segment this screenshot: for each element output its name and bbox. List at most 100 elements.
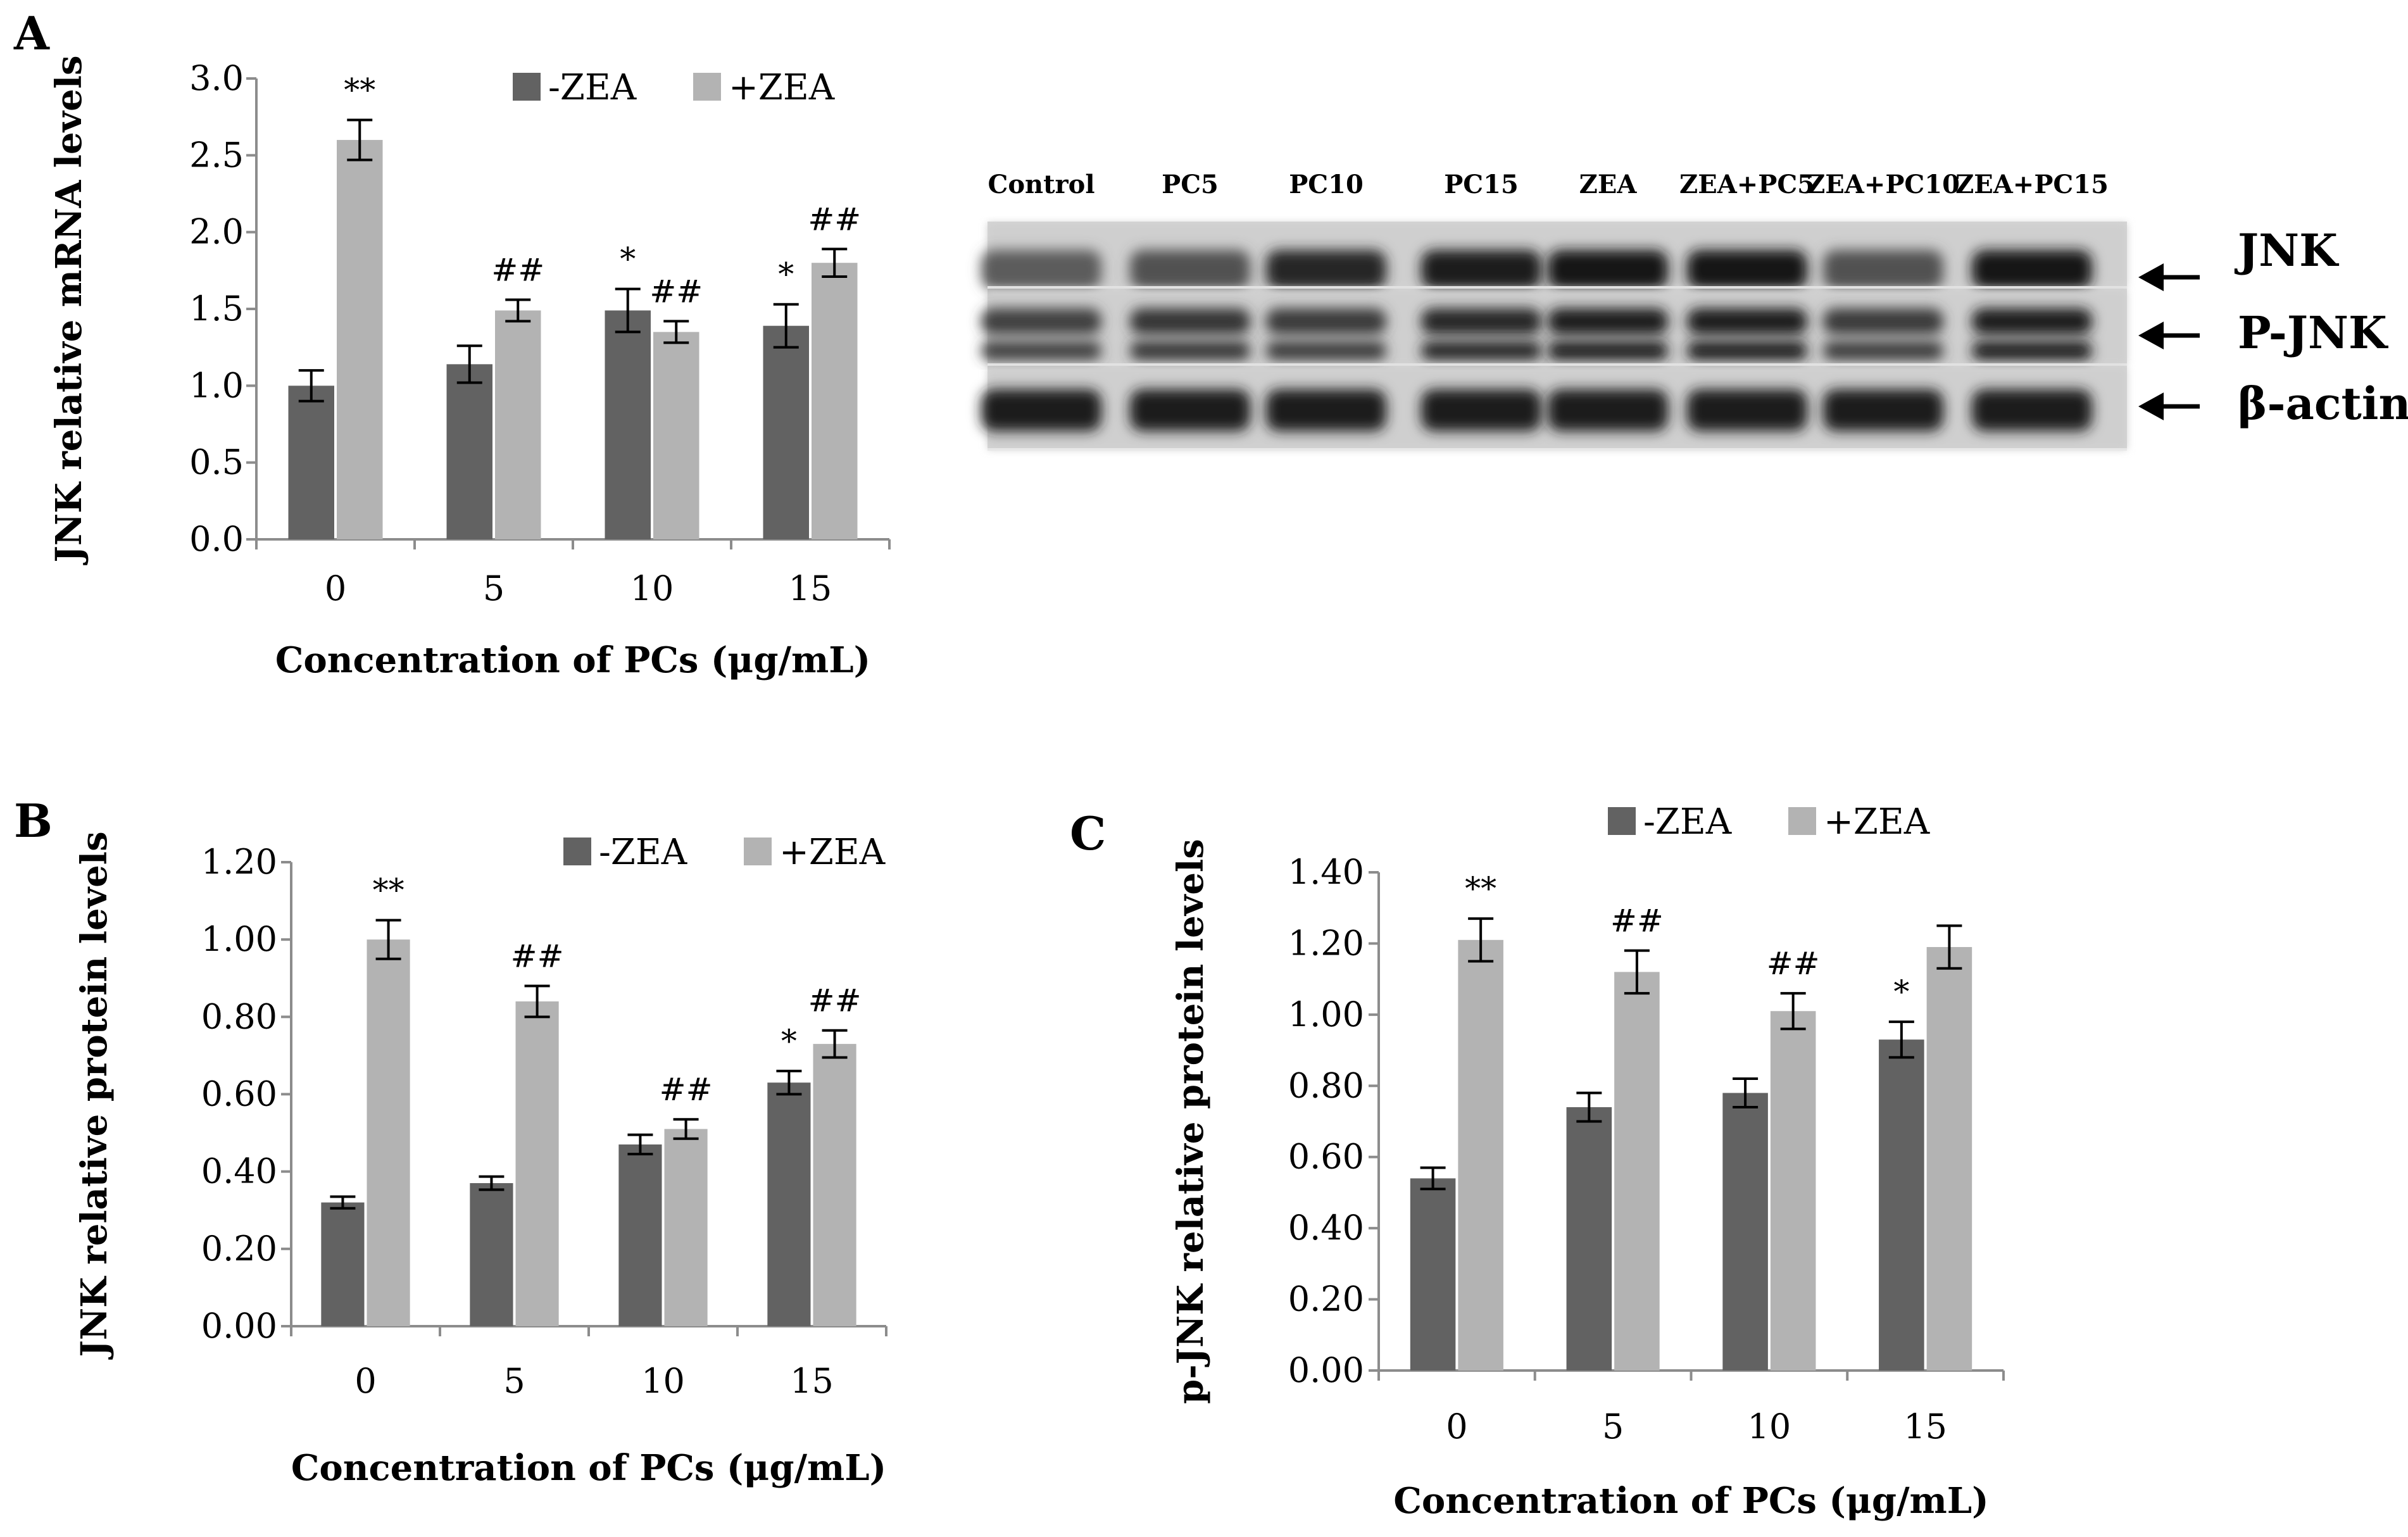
blot-lane-label: PC5 (1162, 170, 1219, 199)
x-tick-label: 15 (789, 568, 832, 608)
y-tick-label: 1.00 (201, 919, 277, 959)
blot-band (1266, 308, 1386, 335)
bar-plus-zea (653, 332, 699, 539)
legend-swatch (513, 73, 541, 101)
blot-band (1266, 250, 1386, 289)
chart-b: 0.000.200.400.600.801.001.200 5 10 15***###… (73, 831, 887, 1489)
legend-swatch (1608, 807, 1636, 835)
blot-band (1266, 389, 1386, 431)
x-tick-label: 0 (1446, 1407, 1467, 1446)
bar-plus-zea (664, 1129, 708, 1326)
significance-label: ** (1465, 870, 1496, 907)
legend-swatch (1788, 807, 1816, 835)
blot-band (1972, 341, 2092, 360)
bar-minus-zea (321, 1202, 365, 1326)
x-tick-label: 0 (354, 1361, 376, 1401)
bar-minus-zea (767, 1082, 811, 1326)
bar-plus-zea (813, 1044, 856, 1326)
bar-plus-zea (515, 1001, 559, 1326)
blot-band (1972, 389, 2092, 431)
bar-minus-zea (288, 386, 334, 539)
blot-lane-label: Control (988, 170, 1094, 199)
blot-band (1266, 341, 1386, 360)
blot-band (1972, 308, 2092, 335)
blot-band (1548, 250, 1668, 289)
blot-band (1548, 308, 1668, 335)
y-tick-label: 1.40 (1288, 852, 1364, 892)
bar-plus-zea (1458, 939, 1503, 1371)
blot-band (981, 250, 1101, 289)
significance-label: ## (1610, 903, 1664, 939)
blot-band (1823, 389, 1943, 431)
blot-band (1130, 308, 1250, 335)
chart-a: 0.00.51.01.52.02.53.00 5 10 15* ***######-ZE… (48, 55, 891, 681)
band-label: β-actin (2238, 377, 2408, 430)
bar-plus-zea (1770, 1011, 1816, 1371)
bar-minus-zea (763, 325, 809, 539)
y-tick-label: 0.5 (189, 442, 244, 482)
significance-label: ## (808, 982, 862, 1019)
significance-label: ## (1767, 945, 1820, 982)
significance-label: ** (344, 72, 375, 109)
y-tick-label: 0.60 (201, 1074, 277, 1114)
blot-band (981, 341, 1101, 360)
bar-plus-zea (812, 263, 858, 539)
blot-lane-label: ZEA (1579, 170, 1638, 199)
y-tick-label: 0.60 (1288, 1137, 1364, 1177)
legend-label: -ZEA (548, 67, 637, 108)
significance-label: * (620, 241, 636, 277)
blot-band (1687, 308, 1807, 335)
bar-minus-zea (446, 364, 492, 539)
x-tick-label: 10 (1748, 1407, 1791, 1446)
legend-label: -ZEA (599, 832, 687, 873)
blot-band (1130, 389, 1250, 431)
x-axis-title: Concentration of PCs (μg/mL) (1393, 1480, 1988, 1522)
panel-letter-c: C (1070, 806, 1106, 860)
significance-label: ## (491, 251, 544, 288)
x-tick-label: 15 (790, 1361, 834, 1401)
y-tick-label: 2.0 (189, 212, 244, 252)
y-axis-title: JNK relative mRNA levels (48, 55, 90, 565)
bar-minus-zea (470, 1183, 513, 1326)
y-tick-label: 0.00 (201, 1306, 277, 1346)
blot-band-labels: JNK P-JNK β-actin (2138, 224, 2408, 430)
y-tick-label: 0.80 (1288, 1065, 1364, 1105)
x-tick-label: 0 (325, 568, 346, 608)
significance-label: * (1893, 974, 1909, 1010)
band-arrow-head (2138, 263, 2164, 291)
y-tick-label: 0.0 (189, 519, 244, 559)
blot-band (1130, 250, 1250, 289)
significance-label: ## (649, 273, 703, 310)
panel-letter-b: B (14, 794, 53, 848)
legend-label: +ZEA (1824, 801, 1930, 843)
y-tick-label: 2.5 (189, 135, 244, 175)
legend-label: -ZEA (1643, 801, 1732, 843)
blot-strips (981, 223, 2127, 451)
blot-lane-label: ZEA+PC5 (1679, 170, 1815, 199)
blot-lane-label: ZEA+PC10 (1807, 170, 1960, 199)
y-tick-label: 0.40 (201, 1151, 277, 1191)
y-tick-label: 0.40 (1288, 1208, 1364, 1248)
blot-band (981, 389, 1101, 431)
band-arrow-head (2138, 392, 2164, 420)
blot-band (1972, 250, 2092, 289)
bar-minus-zea (618, 1144, 662, 1326)
bar-plus-zea (367, 939, 410, 1326)
y-axis-title: JNK relative protein levels (73, 831, 115, 1360)
band-arrow-head (2138, 322, 2164, 349)
bar-minus-zea (1879, 1039, 1924, 1371)
x-tick-label: 5 (503, 1361, 525, 1401)
blot-band (1421, 308, 1541, 335)
western-blot: Control PC5 PC10 PC15 ZEA ZEA+PC5ZEA+PC10ZEA+… (981, 170, 2408, 451)
blot-band (1823, 341, 1943, 360)
blot-lane-label: PC10 (1289, 170, 1364, 199)
blot-band (981, 308, 1101, 335)
blot-band (1548, 341, 1668, 360)
bar-plus-zea (337, 140, 383, 540)
legend-swatch (563, 838, 591, 865)
y-axis-title: p-JNK relative protein levels (1170, 839, 1212, 1404)
y-tick-label: 1.5 (189, 289, 244, 329)
bar-minus-zea (1410, 1178, 1456, 1371)
bar-plus-zea (1614, 972, 1660, 1371)
blot-band (1687, 341, 1807, 360)
